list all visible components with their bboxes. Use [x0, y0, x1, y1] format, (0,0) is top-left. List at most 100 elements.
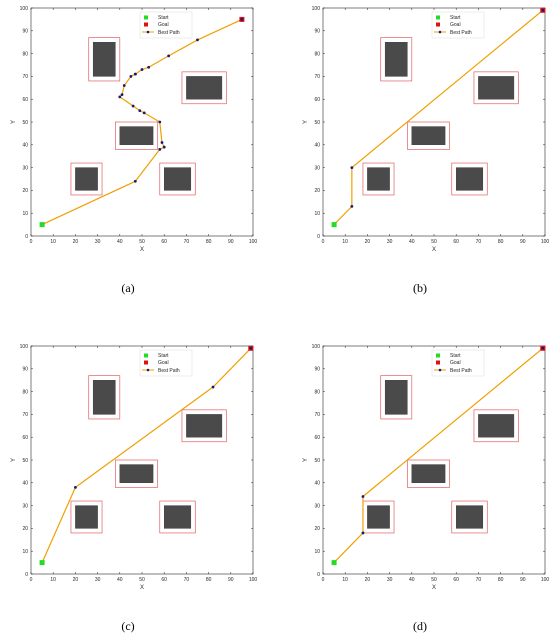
x-tick-label: 100: [249, 577, 258, 583]
y-tick-label: 0: [25, 572, 28, 578]
obstacle: [186, 76, 223, 100]
y-tick-label: 10: [314, 211, 320, 217]
y-tick-label: 100: [312, 6, 321, 12]
x-axis-label: X: [432, 585, 436, 591]
y-tick-label: 20: [314, 526, 320, 532]
obstacle: [367, 505, 390, 529]
y-tick-label: 20: [22, 188, 28, 194]
chart-panel-a: 0 10 20 30 40 50 60 70 80 90 100 0 10 20 30 40 50 60 70 80 9…: [11, 6, 257, 253]
obstacle: [92, 42, 116, 77]
x-axis-label: X: [140, 247, 144, 253]
obstacle-safety-zone: [181, 71, 227, 105]
x-tick-label: 70: [184, 239, 190, 245]
x-tick-label: 30: [387, 577, 393, 583]
obstacle-safety-zone: [181, 409, 227, 443]
y-tick-label: 0: [317, 572, 320, 578]
y-tick-label: 80: [314, 389, 320, 395]
legend-path-marker: [438, 30, 442, 34]
best-path-point: [122, 84, 126, 87]
y-tick-label: 20: [314, 188, 320, 194]
best-path-point: [133, 72, 137, 76]
y-tick-label: 40: [314, 481, 320, 487]
x-tick-label: 90: [520, 577, 526, 583]
best-path-point: [158, 120, 162, 124]
obstacle: [478, 414, 515, 438]
chart-panel-c: 0 10 20 30 40 50 60 70 80 90 100 0 10 20 30 40 50 60 70 80 9…: [11, 344, 257, 591]
x-tick-label: 80: [498, 577, 504, 583]
y-tick-label: 90: [22, 367, 28, 373]
obstacle-safety-zone: [407, 459, 450, 488]
obstacle: [478, 76, 515, 100]
x-tick-label: 50: [139, 577, 145, 583]
legend-box: [139, 349, 193, 377]
y-tick-label: 80: [22, 51, 28, 57]
legend-goal-label: Goal: [450, 360, 461, 366]
legend-goal-swatch: [436, 22, 440, 27]
y-tick-label: 30: [22, 165, 28, 171]
best-path-point: [211, 385, 215, 389]
panel-caption: (b): [413, 281, 427, 295]
obstacle-safety-zone: [473, 409, 519, 443]
best-path-point: [74, 485, 77, 489]
best-path-point: [167, 54, 171, 58]
x-tick-label: 30: [387, 239, 393, 245]
y-tick-label: 80: [314, 51, 320, 57]
y-tick-label: 80: [22, 389, 28, 395]
y-tick-label: 0: [317, 234, 320, 240]
obstacle-safety-zone: [159, 500, 196, 534]
x-tick-label: 90: [228, 239, 234, 245]
x-tick-label: 100: [541, 239, 550, 245]
y-tick-label: 10: [22, 211, 28, 217]
best-path-point: [350, 204, 354, 208]
legend-path-marker: [146, 368, 150, 372]
x-tick-label: 30: [95, 577, 101, 583]
goal-path-point: [541, 8, 545, 12]
best-path-point: [160, 141, 164, 144]
y-tick-label: 10: [22, 549, 28, 555]
obstacle-safety-zone: [451, 162, 488, 196]
best-path-line: [41, 347, 252, 563]
y-tick-label: 50: [22, 120, 28, 126]
y-tick-label: 40: [314, 143, 320, 149]
goal-path-point: [249, 346, 253, 350]
y-tick-label: 30: [314, 165, 320, 171]
x-tick-label: 90: [228, 577, 234, 583]
y-axis-label: Y: [11, 458, 17, 462]
legend-start-swatch: [144, 15, 148, 20]
best-path-point: [118, 95, 122, 99]
best-path-point: [162, 145, 166, 149]
legend-path-label: Best Path: [158, 368, 180, 374]
x-tick-label: 10: [342, 577, 348, 583]
legend-goal-label: Goal: [450, 22, 461, 28]
x-tick-label: 50: [431, 577, 437, 583]
x-tick-label: 60: [453, 239, 459, 245]
y-tick-label: 0: [25, 234, 28, 240]
x-tick-label: 40: [409, 239, 415, 245]
y-tick-label: 50: [314, 120, 320, 126]
x-tick-label: 90: [520, 239, 526, 245]
legend-goal-label: Goal: [158, 360, 169, 366]
x-tick-label: 100: [249, 239, 258, 245]
obstacle: [119, 464, 154, 483]
obstacle-safety-zone: [159, 162, 196, 196]
chart-panel-b: 0 10 20 30 40 50 60 70 80 90 100 0 10 20 30 40 50 60 70 80 9…: [303, 6, 549, 253]
x-tick-label: 20: [73, 239, 79, 245]
y-tick-label: 90: [314, 29, 320, 35]
obstacle-safety-zone: [380, 37, 413, 82]
x-tick-label: 0: [30, 239, 33, 245]
legend-goal-label: Goal: [158, 22, 169, 28]
best-path-point: [120, 93, 124, 97]
obstacle: [163, 167, 192, 191]
legend-path-label: Best Path: [450, 368, 472, 374]
legend-box: [139, 11, 193, 39]
x-tick-label: 0: [322, 239, 325, 245]
obstacle: [411, 126, 446, 145]
y-tick-label: 30: [314, 503, 320, 509]
legend-start-label: Start: [158, 353, 169, 359]
x-tick-label: 70: [184, 577, 190, 583]
y-tick-label: 70: [22, 74, 28, 80]
best-path-point: [147, 65, 151, 69]
obstacle-safety-zone: [451, 500, 488, 534]
obstacle: [456, 505, 484, 529]
